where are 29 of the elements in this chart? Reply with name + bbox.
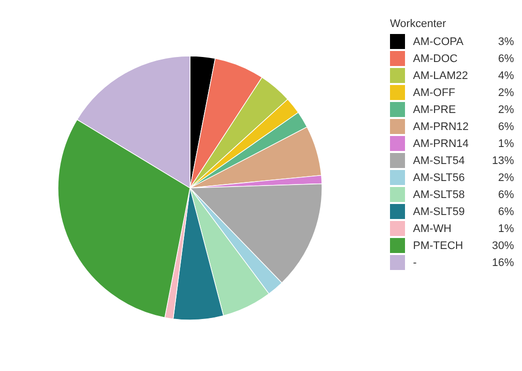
legend-label: AM-SLT56 [413, 172, 466, 184]
data-label: 1% [498, 222, 514, 234]
legend-label: AM-OFF [413, 86, 456, 98]
data-label: 2% [498, 104, 514, 116]
data-label: 3% [498, 36, 514, 48]
legend-label: AM-PRE [413, 104, 457, 116]
legend-label: - [413, 256, 418, 268]
data-label: 6% [498, 52, 514, 64]
legend-label: AM-LAM22 [413, 70, 470, 82]
data-label: 6% [498, 188, 514, 200]
data-label: 1% [498, 138, 514, 150]
data-label: 13% [492, 154, 514, 166]
legend-label: AM-PRN14 [413, 138, 470, 150]
legend-label: AM-DOC [413, 52, 459, 64]
data-label: 2% [498, 86, 514, 98]
legend-label: AM-SLT59 [413, 206, 466, 218]
legend-label: AM-SLT54 [413, 154, 466, 166]
legend-label: AM-PRN12 [413, 120, 470, 132]
data-label: 6% [498, 206, 514, 218]
data-label: 16% [492, 256, 514, 268]
legend-label: AM-COPA [413, 36, 465, 48]
legend-title: Workcenter [390, 18, 448, 30]
data-label: 30% [492, 240, 514, 252]
legend-label: PM-TECH [413, 240, 464, 252]
data-label: 4% [498, 70, 514, 82]
legend-label: AM-WH [413, 222, 452, 234]
data-label: 2% [498, 172, 514, 184]
data-label: 6% [498, 120, 514, 132]
legend-label: AM-SLT58 [413, 188, 466, 200]
